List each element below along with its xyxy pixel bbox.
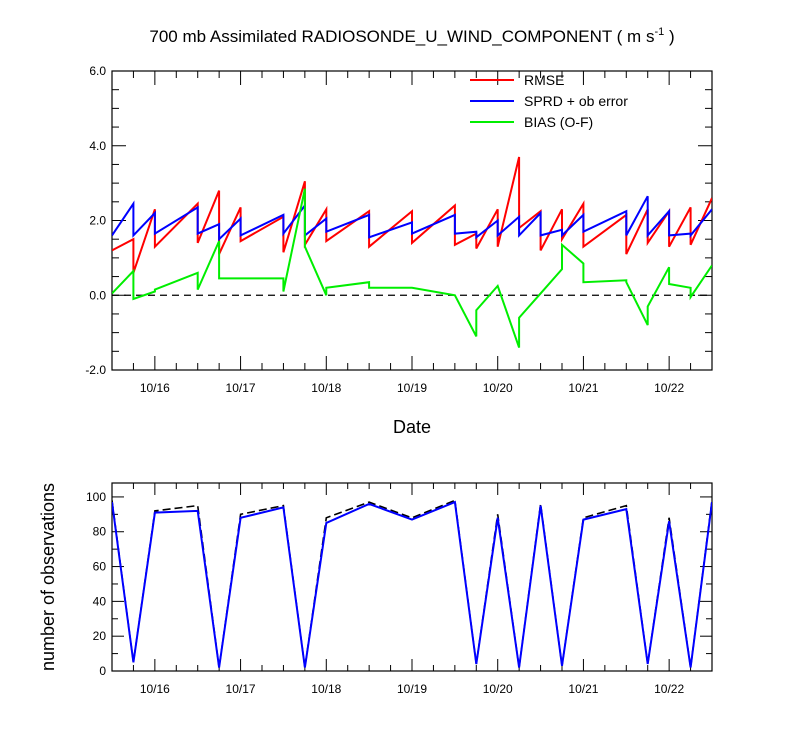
top-series-sprd-ob-error [112, 195, 712, 242]
bottom-xtick-label: 10/16 [140, 682, 170, 696]
bottom-ytick-label: 60 [93, 560, 107, 574]
top-xtick-label: 10/16 [140, 381, 170, 395]
top-ytick-label: 2.0 [89, 214, 106, 228]
bottom-ytick-label: 80 [93, 525, 107, 539]
top-ytick-label: -2.0 [85, 363, 106, 377]
bottom-xtick-label: 10/19 [397, 682, 427, 696]
bottom-ytick-label: 100 [86, 490, 106, 504]
bottom-xtick-label: 10/21 [568, 682, 598, 696]
top-xtick-label: 10/19 [397, 381, 427, 395]
bottom-xtick-label: 10/22 [654, 682, 684, 696]
top-x-axis-title: Date [393, 417, 431, 437]
legend-label-bias-o-f: BIAS (O-F) [524, 114, 593, 130]
error-stats-panel: -2.0 0.0 2.0 4.0 6.0 10/16 10/17 10/18 10/19 10/2… [85, 64, 713, 437]
bottom-series-assimilated [112, 500, 712, 668]
top-series-rmse [112, 156, 712, 274]
chart-title-end: ) [664, 27, 674, 46]
top-xtick-label: 10/21 [568, 381, 598, 395]
legend-label-sprd-ob-error: SPRD + ob error [524, 93, 628, 109]
chart-title-units-exponent: -1 [654, 26, 664, 38]
bottom-xtick-label: 10/20 [483, 682, 513, 696]
bottom-xtick-label: 10/17 [226, 682, 256, 696]
top-xtick-label: 10/18 [311, 381, 341, 395]
top-ytick-label: 4.0 [89, 139, 106, 153]
bottom-ytick-label: 20 [93, 629, 107, 643]
top-ytick-label: 6.0 [89, 64, 106, 78]
top-xtick-label: 10/17 [226, 381, 256, 395]
top-xtick-label: 10/22 [654, 381, 684, 395]
bottom-xtick-label: 10/18 [311, 682, 341, 696]
bottom-ytick-label: 40 [93, 594, 107, 608]
top-ytick-label: 0.0 [89, 288, 106, 302]
bottom-plot-frame [111, 482, 713, 672]
bottom-series-possible [112, 499, 712, 668]
bottom-ytick-label: 0 [99, 664, 106, 678]
legend-label-rmse: RMSE [524, 72, 564, 88]
chart-title-main: 700 mb Assimilated RADIOSONDE_U_WIND_COM… [149, 27, 654, 46]
top-xtick-label: 10/20 [483, 381, 513, 395]
top-series-bias-o-f [112, 188, 712, 348]
bottom-y-axis-title: number of observations [38, 483, 58, 671]
chart-title: 700 mb Assimilated RADIOSONDE_U_WIND_COM… [149, 26, 674, 46]
observation-count-panel: 0 20 40 60 80 100 10/16 10/17 10/18 10/19 10/20 10/… [38, 482, 713, 696]
